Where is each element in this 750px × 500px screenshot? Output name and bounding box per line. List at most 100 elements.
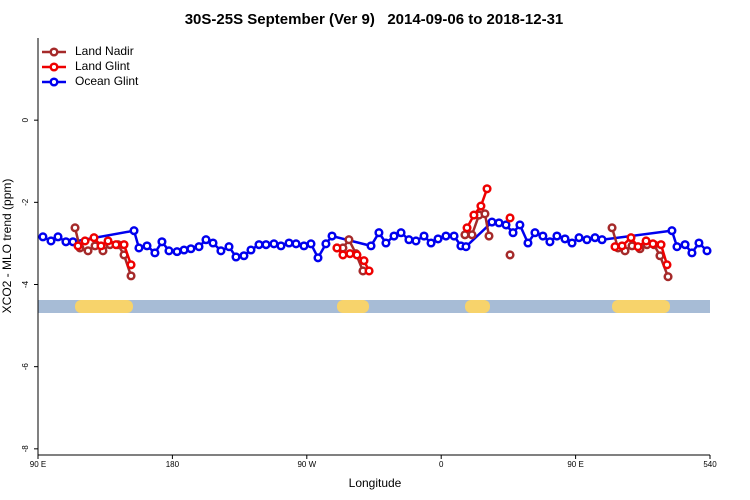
data-point (469, 210, 479, 220)
data-point (129, 226, 139, 236)
data-point (461, 242, 471, 252)
x-tick-label: 180 (166, 460, 180, 469)
y-tick-label: -4 (21, 280, 30, 288)
data-point (126, 271, 136, 281)
data-point (687, 248, 697, 258)
data-point (484, 231, 494, 241)
legend-label: Land Nadir (75, 44, 134, 58)
data-point (46, 236, 56, 246)
data-point (480, 209, 490, 219)
data-point (449, 231, 459, 241)
data-point (656, 240, 666, 250)
data-point (597, 235, 607, 245)
legend-label: Land Glint (75, 59, 130, 73)
data-point (284, 238, 294, 248)
y-tick-label: 0 (21, 117, 30, 122)
legend-marker (49, 62, 59, 72)
data-point (582, 235, 592, 245)
data-point (61, 237, 71, 247)
data-point (482, 184, 492, 194)
data-point (239, 251, 249, 261)
data-point (352, 250, 362, 260)
data-point (73, 241, 83, 251)
data-point (617, 241, 627, 251)
data-point (246, 245, 256, 255)
data-point (487, 217, 497, 227)
data-point (327, 231, 337, 241)
data-point (344, 235, 354, 245)
x-tick-label: 0 (439, 460, 444, 469)
data-point (150, 248, 160, 258)
data-point (476, 201, 486, 211)
data-point (530, 228, 540, 238)
data-point (254, 240, 264, 250)
data-point (663, 272, 673, 282)
data-point (299, 241, 309, 251)
data-point (208, 238, 218, 248)
data-point (381, 238, 391, 248)
land-strip (465, 300, 490, 313)
data-point (345, 249, 355, 259)
data-point (460, 230, 470, 240)
data-point (194, 242, 204, 252)
data-point (366, 241, 376, 251)
land-strip (612, 300, 670, 313)
y-tick-label: -6 (21, 363, 30, 371)
series-line (77, 188, 669, 272)
data-point (648, 239, 658, 249)
data-point (574, 233, 584, 243)
data-point (545, 237, 555, 247)
x-tick-label: 90 W (297, 460, 316, 469)
data-point (626, 233, 636, 243)
data-point (119, 240, 129, 250)
data-point (389, 231, 399, 241)
data-point (261, 240, 271, 250)
x-tick-label: 90 E (30, 460, 46, 469)
data-point (364, 266, 374, 276)
data-point (111, 240, 121, 250)
data-point (560, 234, 570, 244)
data-point (552, 231, 562, 241)
data-point (426, 238, 436, 248)
data-point (590, 233, 600, 243)
data-point (610, 242, 620, 252)
data-point (655, 251, 665, 261)
data-point (53, 232, 63, 242)
data-point (702, 246, 712, 256)
data-point (201, 235, 211, 245)
data-point (224, 242, 234, 252)
data-point (338, 250, 348, 260)
data-point (89, 233, 99, 243)
data-point (291, 239, 301, 249)
data-point (607, 223, 617, 233)
data-point (142, 241, 152, 251)
data-point (83, 246, 93, 256)
data-point (441, 231, 451, 241)
data-point (505, 250, 515, 260)
data-point (70, 223, 80, 233)
data-point (680, 240, 690, 250)
legend-marker (49, 77, 59, 87)
y-axis-label: XCO2 - MLO trend (ppm) (0, 179, 14, 314)
data-point (103, 236, 113, 246)
data-point (515, 220, 525, 230)
data-point (313, 253, 323, 263)
data-point (321, 239, 331, 249)
data-point (662, 260, 672, 270)
data-point (567, 238, 577, 248)
data-point (505, 213, 515, 223)
data-point (694, 238, 704, 248)
surface-strip (38, 300, 710, 313)
data-point (179, 245, 189, 255)
data-point (374, 228, 384, 238)
y-tick-label: -8 (21, 445, 30, 453)
data-point (501, 220, 511, 230)
data-point (164, 246, 174, 256)
data-point (523, 238, 533, 248)
series-line (42, 220, 708, 261)
data-point (641, 236, 651, 246)
x-tick-label: 90 E (567, 460, 583, 469)
data-point (411, 236, 421, 246)
data-point (231, 252, 241, 262)
data-point (508, 228, 518, 238)
